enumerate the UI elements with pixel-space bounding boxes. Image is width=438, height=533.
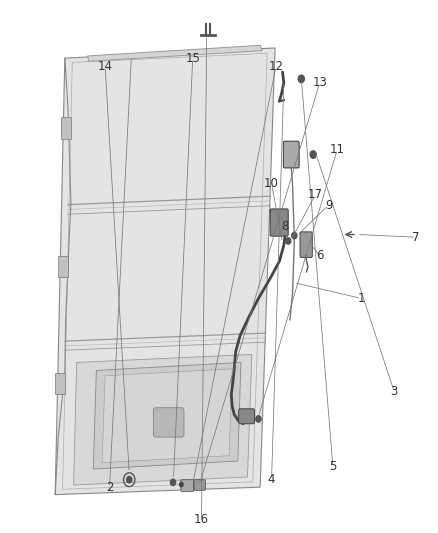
Text: 17: 17 bbox=[308, 188, 323, 201]
Text: 14: 14 bbox=[98, 60, 113, 73]
Text: 13: 13 bbox=[312, 76, 327, 89]
Bar bbox=[56, 373, 65, 394]
FancyBboxPatch shape bbox=[283, 141, 299, 168]
FancyBboxPatch shape bbox=[300, 232, 312, 257]
Polygon shape bbox=[93, 362, 241, 469]
FancyBboxPatch shape bbox=[181, 480, 194, 491]
Text: 12: 12 bbox=[268, 60, 283, 73]
Text: 15: 15 bbox=[185, 52, 200, 65]
FancyBboxPatch shape bbox=[153, 408, 184, 437]
FancyBboxPatch shape bbox=[194, 480, 205, 490]
Text: 2: 2 bbox=[106, 481, 113, 494]
Text: 5: 5 bbox=[329, 460, 336, 473]
Text: 8: 8 bbox=[281, 220, 288, 233]
Circle shape bbox=[180, 482, 183, 487]
Circle shape bbox=[127, 477, 132, 483]
Text: 11: 11 bbox=[330, 143, 345, 156]
Polygon shape bbox=[102, 369, 232, 463]
Polygon shape bbox=[55, 48, 275, 495]
Circle shape bbox=[256, 416, 261, 422]
Text: 6: 6 bbox=[316, 249, 324, 262]
Bar bbox=[58, 256, 67, 277]
Text: 1: 1 bbox=[357, 292, 365, 305]
Text: 16: 16 bbox=[194, 513, 209, 526]
Circle shape bbox=[170, 479, 176, 486]
Text: 4: 4 bbox=[268, 473, 276, 486]
Circle shape bbox=[298, 75, 304, 83]
Polygon shape bbox=[74, 354, 252, 485]
Circle shape bbox=[292, 232, 297, 239]
Text: 9: 9 bbox=[325, 199, 332, 212]
Text: 10: 10 bbox=[264, 177, 279, 190]
Circle shape bbox=[310, 151, 316, 158]
FancyBboxPatch shape bbox=[239, 409, 254, 424]
FancyBboxPatch shape bbox=[270, 209, 288, 236]
Text: 7: 7 bbox=[412, 231, 420, 244]
Circle shape bbox=[286, 238, 291, 244]
Text: 3: 3 bbox=[391, 385, 398, 398]
Polygon shape bbox=[88, 45, 262, 61]
Bar bbox=[61, 117, 71, 139]
